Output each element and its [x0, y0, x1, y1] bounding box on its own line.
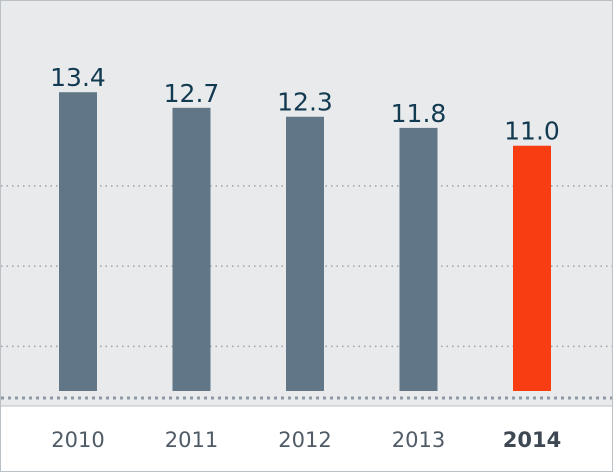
value-label-2012: 12.3: [277, 88, 333, 117]
x-tick-label-2011: 2011: [165, 428, 218, 452]
x-tick-label-2010: 2010: [51, 428, 104, 452]
x-tick-label-2013: 2013: [392, 428, 445, 452]
value-label-2011: 12.7: [164, 79, 220, 108]
value-label-2013: 11.8: [391, 99, 447, 128]
value-label-2014: 11.0: [504, 117, 560, 146]
value-label-2010: 13.4: [50, 63, 106, 92]
bar-2012: [286, 116, 324, 392]
value-labels: 13.4 12.7 12.3 11.8 11.0: [50, 63, 560, 146]
x-tick-label-2014: 2014: [503, 428, 561, 452]
x-tick-labels: 2010 2011 2012 2013 2014: [51, 428, 561, 452]
bar-2014: [513, 145, 551, 391]
bar-2013: [399, 127, 438, 391]
bar-2011: [172, 107, 211, 391]
x-tick-label-2012: 2012: [278, 428, 331, 452]
bar-2010: [59, 92, 97, 391]
bars: [59, 92, 551, 392]
